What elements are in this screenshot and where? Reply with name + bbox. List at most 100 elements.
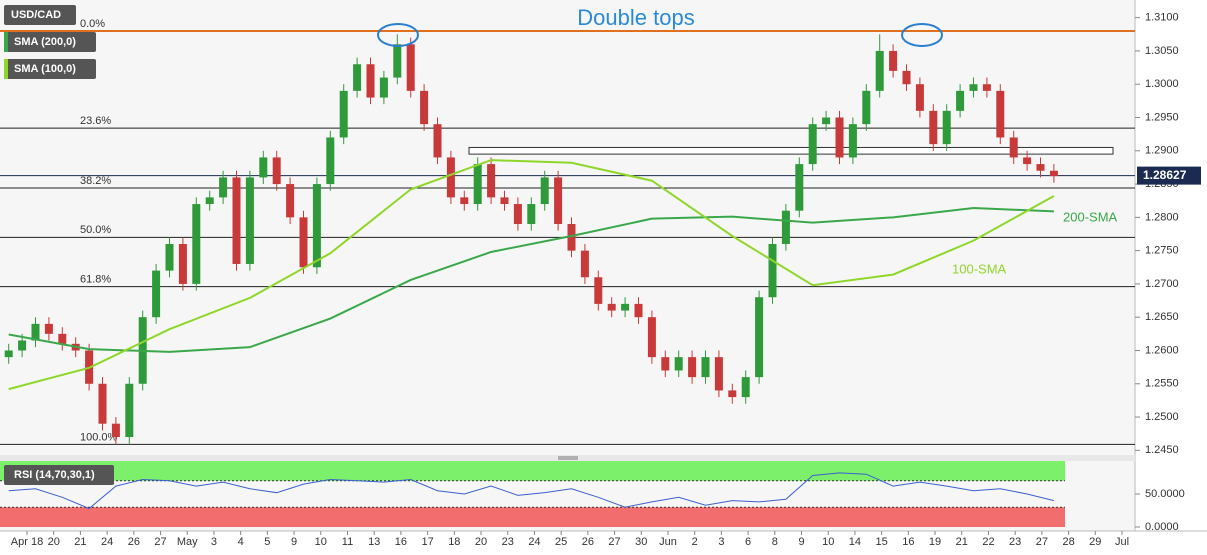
candle-body (353, 64, 362, 91)
candle-body (835, 117, 844, 158)
candle-body (621, 303, 630, 311)
last-price-label: 1.28627 (1143, 168, 1187, 182)
x-tick-label: 13 (368, 536, 380, 548)
candle-body (460, 197, 469, 205)
candle-body (902, 70, 911, 85)
candle-body (44, 323, 53, 334)
top-marker (901, 23, 943, 47)
x-tick-label: 19 (929, 536, 941, 548)
y-tick-label: 1.2800 (1145, 211, 1179, 223)
legend-box[interactable] (4, 59, 96, 79)
x-tick-label: 30 (635, 536, 647, 548)
x-tick-label: 16 (902, 536, 914, 548)
candle-body (822, 117, 831, 125)
legend-box[interactable] (4, 32, 96, 52)
x-tick-label: 25 (555, 536, 567, 548)
top-marker (377, 23, 419, 47)
candle-body (1049, 170, 1058, 177)
candle-body (4, 350, 13, 358)
sma-line (8, 159, 1055, 391)
sma-line (8, 207, 1054, 353)
x-tick-label: 28 (1062, 536, 1074, 548)
x-tick-label: 3 (718, 536, 724, 548)
x-tick-label: 26 (128, 536, 140, 548)
rsi-tick-label: 0.0000 (1145, 521, 1179, 533)
candle-body (889, 50, 898, 71)
fib-label: 38.2% (80, 175, 111, 187)
x-tick-label: 23 (502, 536, 514, 548)
candle-body (326, 137, 335, 185)
x-tick-label: 5 (264, 536, 270, 548)
x-tick-label: 22 (982, 536, 994, 548)
candle-body (567, 224, 576, 251)
candle-body (661, 357, 670, 371)
candle-body (674, 357, 683, 371)
x-tick-label: 29 (1089, 536, 1101, 548)
sma-label: 100-SMA (952, 261, 1007, 276)
fib-label: 61.8% (80, 273, 111, 285)
y-tick-label: 1.3000 (1145, 78, 1179, 90)
x-tick-label: Jul (1115, 536, 1129, 548)
candle-body (768, 243, 777, 298)
y-tick-label: 1.2650 (1145, 311, 1179, 323)
candle-body (634, 303, 643, 318)
legend-box[interactable] (4, 5, 76, 25)
candle-body (500, 197, 509, 205)
candle-body (1036, 164, 1045, 171)
candle-body (795, 164, 804, 211)
candle-body (808, 124, 817, 165)
chart-title: Double tops (577, 5, 694, 30)
y-tick-label: 1.3100 (1145, 12, 1179, 24)
x-tick-label: 18 (448, 536, 460, 548)
sma-label: 200-SMA (1063, 209, 1118, 224)
candle-body (299, 217, 308, 268)
candle-body (125, 383, 134, 438)
candle-body (714, 357, 723, 391)
candle-body (192, 204, 201, 284)
candle-body (379, 77, 388, 98)
resistance-zone (468, 146, 1114, 155)
candle-body (848, 124, 857, 158)
candle-body (862, 90, 871, 125)
x-tick-label: 24 (528, 536, 540, 548)
x-tick-label: 10 (822, 536, 834, 548)
candle-body (513, 204, 522, 225)
x-tick-label: 17 (421, 536, 433, 548)
candle-body (272, 157, 281, 185)
x-tick-label: 8 (772, 536, 778, 548)
candle-body (1023, 157, 1032, 165)
y-tick-label: 1.2450 (1145, 444, 1179, 456)
legend-swatch (4, 59, 8, 79)
legend-box[interactable] (4, 465, 114, 485)
candle-body (98, 383, 107, 424)
x-tick-label: 20 (475, 536, 487, 548)
x-tick-label: 6 (745, 536, 751, 548)
candle-body (393, 44, 402, 78)
y-tick-label: 1.2750 (1145, 245, 1179, 257)
candle-body (728, 390, 737, 398)
fib-label: 100.0% (80, 431, 118, 443)
candle-body (205, 197, 214, 205)
candle-body (232, 177, 241, 264)
candle-body (1009, 137, 1018, 158)
y-tick-label: 1.2900 (1145, 145, 1179, 157)
candle-body (18, 340, 27, 351)
y-tick-label: 1.2600 (1145, 344, 1179, 356)
x-tick-label: 21 (74, 536, 86, 548)
candle-body (111, 423, 120, 438)
candle-body (701, 357, 710, 378)
legend-symbol: USD/CAD (11, 9, 61, 21)
candle-body (594, 277, 603, 304)
candle-body (741, 377, 750, 398)
panel-divider[interactable] (0, 455, 1135, 461)
x-tick-label: 9 (798, 536, 804, 548)
candle-body (366, 64, 375, 98)
candle-body (915, 84, 924, 111)
x-tick-label: 3 (211, 536, 217, 548)
x-tick-label: 9 (291, 536, 297, 548)
candle-body (942, 110, 951, 145)
candle-body (647, 317, 656, 358)
x-tick-label: 26 (582, 536, 594, 548)
y-tick-label: 1.2950 (1145, 111, 1179, 123)
